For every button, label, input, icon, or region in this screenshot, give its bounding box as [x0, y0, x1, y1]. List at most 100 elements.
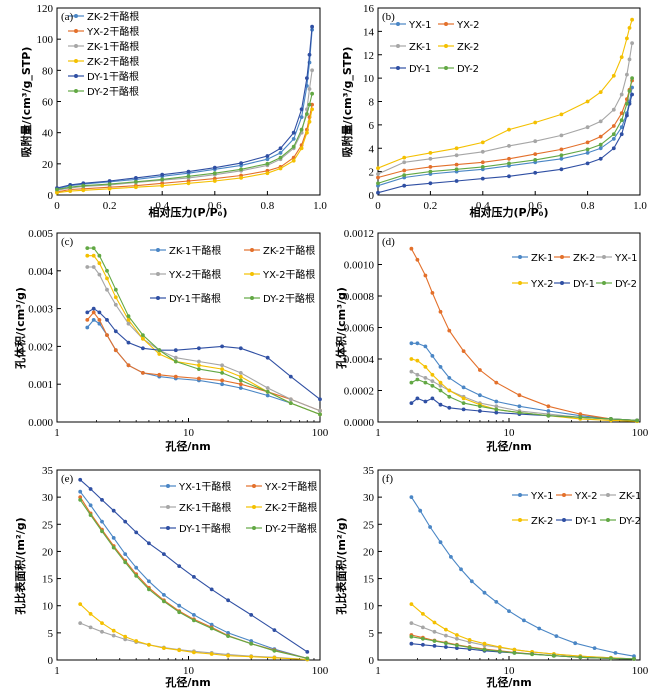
legend-marker: [166, 484, 170, 488]
data-point: [291, 130, 296, 135]
data-point: [291, 158, 296, 163]
data-point: [307, 52, 312, 57]
data-point: [186, 181, 191, 186]
legend-marker: [562, 518, 566, 522]
x-tick-label: 1: [54, 427, 60, 439]
data-point: [197, 367, 201, 371]
legend-label: ZK-2: [531, 516, 553, 527]
data-point: [97, 261, 102, 266]
data-point: [507, 127, 511, 132]
series-line: [56, 109, 313, 194]
y-axis-title: 孔比表面积/(m²/g): [13, 517, 27, 614]
data-point: [68, 185, 73, 190]
data-point: [376, 166, 380, 171]
data-point: [421, 625, 425, 630]
data-point: [113, 287, 118, 292]
data-point: [100, 498, 104, 502]
legend-marker: [602, 255, 606, 259]
data-point: [197, 346, 201, 351]
data-point: [173, 348, 178, 353]
y-tick-label: 0.001: [28, 379, 53, 391]
data-point: [278, 155, 283, 160]
x-axis-title: 孔径/nm: [486, 675, 531, 689]
legend-marker: [562, 493, 566, 497]
data-point: [107, 179, 112, 183]
data-point: [265, 171, 270, 176]
data-point: [423, 273, 428, 278]
y-tick-label: 8: [369, 97, 375, 109]
data-point: [609, 656, 613, 661]
y-tick-label: 120: [37, 3, 54, 15]
data-point: [134, 185, 138, 190]
data-point: [444, 645, 448, 649]
data-point: [113, 348, 118, 353]
data-point: [454, 162, 459, 167]
data-point: [507, 161, 511, 166]
panel-label: (c): [61, 236, 74, 248]
data-point: [478, 368, 482, 372]
data-point: [265, 386, 270, 390]
data-point: [291, 137, 296, 141]
legend-label: ZK-2: [457, 42, 479, 53]
data-point: [461, 407, 466, 412]
legend-label: DY-2干酪根: [265, 522, 317, 535]
data-point: [220, 371, 225, 375]
data-point: [409, 380, 414, 385]
data-point: [173, 355, 178, 360]
data-point: [559, 133, 564, 138]
data-point: [91, 246, 96, 251]
data-point: [238, 346, 243, 351]
data-point: [97, 318, 102, 322]
data-point: [91, 310, 96, 315]
legend-marker: [518, 281, 522, 285]
data-point: [111, 545, 116, 550]
data-point: [619, 111, 624, 116]
data-point: [265, 161, 270, 166]
y-tick-label: 20: [363, 546, 375, 558]
y-tick-label: 12: [363, 50, 374, 62]
data-point: [632, 654, 636, 659]
data-point: [585, 147, 590, 152]
data-point: [305, 130, 309, 135]
data-point: [318, 412, 322, 417]
legend-label: DY-2干酪根: [87, 85, 139, 98]
series-line: [377, 43, 633, 175]
x-tick-label: 10: [504, 427, 516, 439]
data-point: [421, 612, 425, 616]
legend-marker: [166, 526, 170, 530]
data-point: [438, 365, 443, 369]
data-point: [461, 401, 466, 405]
legend-label: YX-2干酪根: [262, 268, 315, 281]
legend-marker: [560, 281, 564, 285]
data-point: [480, 165, 485, 169]
data-point: [585, 99, 590, 104]
legend-label: ZK-2干酪根: [263, 244, 315, 257]
data-point: [299, 107, 304, 112]
data-point: [482, 641, 487, 646]
data-point: [162, 593, 166, 597]
x-tick-label: 100: [312, 427, 329, 439]
data-point: [105, 276, 109, 281]
data-point: [494, 600, 499, 604]
data-point: [409, 369, 414, 374]
data-point: [305, 650, 310, 654]
series-line: [56, 104, 313, 193]
legend-label: ZK-2干酪根: [87, 55, 139, 68]
data-point: [291, 144, 296, 149]
legend-label: YX-1干酪根: [178, 480, 231, 493]
legend-marker: [606, 518, 610, 522]
data-point: [220, 363, 225, 368]
data-point: [197, 359, 201, 364]
data-point: [55, 190, 59, 195]
data-point: [423, 376, 428, 380]
data-point: [409, 602, 414, 606]
data-point: [111, 536, 116, 540]
x-tick-label: 100: [632, 427, 649, 439]
data-point: [455, 643, 459, 648]
series-line: [411, 603, 635, 660]
data-point: [517, 393, 522, 398]
legend-marker: [250, 248, 254, 252]
data-point: [522, 618, 526, 623]
data-point: [627, 57, 632, 62]
data-point: [611, 107, 616, 112]
